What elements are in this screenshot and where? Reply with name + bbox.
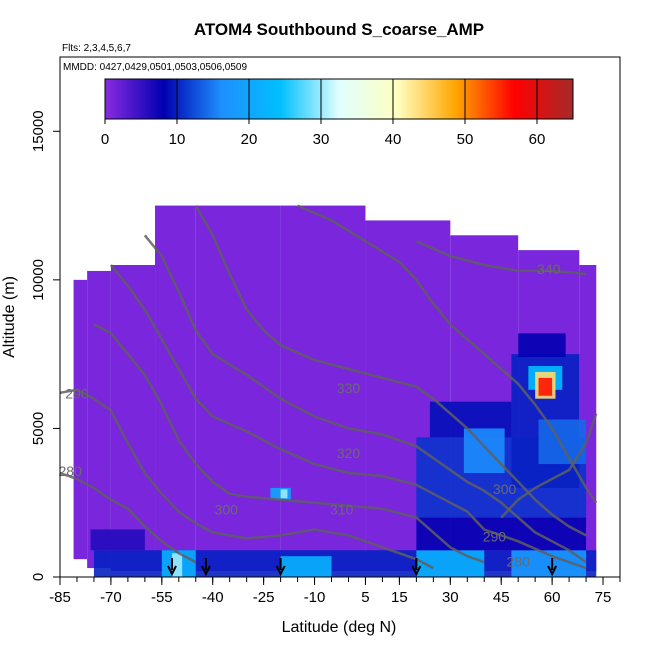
chart-title: ATOM4 Southbound S_coarse_AMP — [194, 20, 484, 39]
x-tick-label: 15 — [391, 589, 408, 606]
contour-label: 280 — [59, 463, 83, 479]
flight-marker — [275, 558, 286, 577]
x-tick-label: -25 — [253, 589, 275, 606]
colorbar-tick-label: 0 — [101, 131, 109, 148]
x-tick-label: 60 — [544, 589, 561, 606]
coverage-cell — [110, 265, 156, 572]
plot-frame — [59, 56, 621, 578]
flight-markers — [167, 558, 558, 577]
colorbar-tick-label: 20 — [241, 131, 258, 148]
heatmap-cell — [280, 489, 288, 499]
heatmap — [73, 205, 597, 577]
y-tick-label: 15000 — [30, 110, 47, 152]
contour-label: 290 — [483, 528, 507, 544]
x-tick-label: 5 — [361, 589, 369, 606]
contour-line — [297, 204, 598, 504]
flight-marker — [411, 558, 422, 577]
colorbar-tick-label: 40 — [385, 131, 402, 148]
heatmap-cell — [416, 550, 485, 577]
contour-line — [93, 323, 485, 564]
contour-line — [143, 234, 587, 564]
contour-line — [415, 240, 587, 276]
coverage-cell — [87, 270, 111, 569]
flight-marker — [201, 558, 211, 577]
x-tick-label: -85 — [49, 589, 71, 606]
x-tick-label: -40 — [202, 589, 224, 606]
contour-line — [194, 204, 587, 537]
contour-label: 330 — [337, 380, 361, 396]
contour-label: 280 — [507, 554, 531, 570]
coverage-cell — [73, 279, 88, 560]
coverage-cell — [280, 205, 366, 572]
colorbar-tick-label: 30 — [313, 131, 330, 148]
colorbar-gradient — [104, 78, 574, 120]
flight-marker — [167, 558, 177, 577]
contour-label: 340 — [537, 261, 561, 277]
flight-marker — [547, 558, 558, 577]
contour-label: 300 — [215, 502, 239, 518]
heatmap-cell — [538, 419, 587, 465]
heatmap-cell — [463, 428, 505, 473]
contour-line — [109, 264, 587, 570]
x-tick-label: 75 — [595, 589, 612, 606]
heatmap-cell — [538, 377, 553, 396]
colorbar-tick-label: 50 — [457, 131, 474, 148]
heatmap-cell — [172, 553, 183, 577]
contour-line — [500, 413, 598, 519]
x-tick-label: -55 — [151, 589, 173, 606]
contour-label: 320 — [337, 445, 361, 461]
heatmap-cell — [518, 333, 566, 358]
y-tick-label: 10000 — [30, 259, 47, 301]
flights-annotation: Flts: 2,3,4,5,6,7 — [62, 43, 131, 54]
y-axis: 0 5000 10000 15000 — [30, 110, 60, 581]
contour-line — [59, 471, 197, 564]
x-tick-label: -70 — [100, 589, 122, 606]
heatmap-cell — [280, 556, 332, 577]
colorbar-tick-label: 10 — [169, 131, 186, 148]
x-tick-label: 30 — [442, 589, 459, 606]
dates-annotation: MMDD: 0427,0429,0501,0503,0506,0509 — [63, 62, 247, 73]
x-axis: -85 -70 -55 -40 -25 -10 5 15 30 45 60 75 — [49, 577, 621, 606]
contour-label: 300 — [493, 481, 517, 497]
y-axis-label: Altitude (m) — [1, 276, 18, 358]
heatmap-cell — [90, 529, 145, 551]
y-tick-label: 5000 — [30, 412, 47, 445]
contour-label: 310 — [330, 502, 354, 518]
contour-line — [59, 388, 434, 570]
x-axis-label: Latitude (deg N) — [282, 619, 397, 636]
y-tick-label: 0 — [30, 573, 47, 581]
contour-label: 290 — [65, 386, 89, 402]
x-tick-label: -10 — [304, 589, 326, 606]
colorbar: 0 10 20 30 40 50 60 — [101, 78, 574, 148]
colorbar-tick-label: 60 — [529, 131, 546, 148]
x-tick-label: 45 — [493, 589, 510, 606]
